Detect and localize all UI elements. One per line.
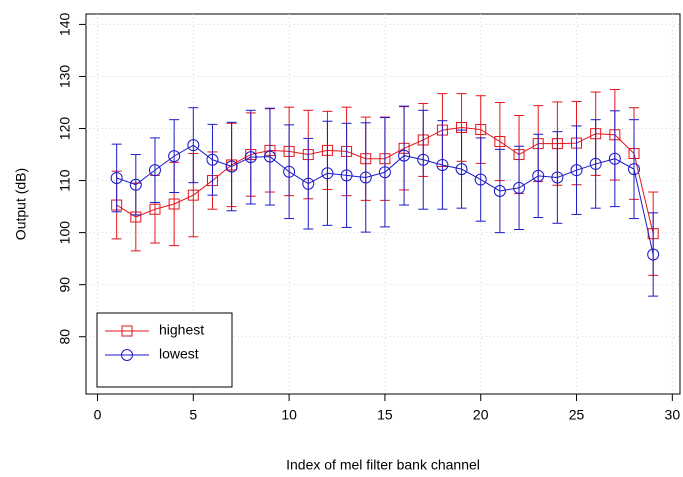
data-point [398,149,411,162]
data-point [474,173,487,186]
x-tick-label: 20 [473,407,489,423]
legend-label: highest [159,322,204,338]
data-point [494,136,506,148]
data-point [321,167,334,180]
x-tick-label: 0 [94,407,102,423]
data-point [493,184,506,197]
data-point [532,169,545,182]
series-line [116,144,654,255]
data-point [628,163,641,176]
plot-box [85,13,681,395]
data-point [225,160,238,173]
data-point [168,198,180,210]
data-point [378,166,391,179]
x-tick-label: 25 [569,407,585,423]
data-point [551,171,564,184]
data-point [513,181,526,194]
data-point [475,124,487,136]
data-point [187,139,200,152]
data-point [608,152,621,165]
y-tick-label: 110 [57,169,73,192]
y-tick-label: 80 [57,329,73,345]
data-point [436,158,449,171]
y-tick-label: 120 [57,117,73,141]
legend-marker [121,349,133,361]
data-point [129,178,142,191]
x-axis-title: Index of mel filter bank channel [286,457,480,473]
error-bar [648,212,659,297]
data-point [168,150,181,163]
legend-label: lowest [159,346,199,362]
x-tick-label: 30 [665,407,681,423]
data-point [149,203,161,215]
data-point [589,157,602,170]
data-point [187,189,199,201]
legend-box [96,312,233,388]
data-point [263,150,276,163]
data-point [417,153,430,166]
x-tick-label: 10 [281,407,297,423]
y-tick-label: 130 [57,65,73,89]
y-axis-title: Output (dB) [13,168,29,240]
data-point [647,248,660,261]
legend-marker [121,325,133,337]
data-point [302,177,315,190]
y-tick-label: 90 [57,277,73,293]
data-point [359,171,372,184]
data-point [110,171,123,184]
data-point [455,163,468,176]
data-point [148,164,161,177]
y-tick-label: 100 [57,221,73,245]
x-tick-label: 15 [377,407,393,423]
data-point [283,165,296,178]
y-tick-label: 140 [57,13,73,37]
x-tick-label: 5 [189,407,197,423]
data-point [340,169,353,182]
data-point [244,151,257,164]
data-point [570,164,583,177]
data-point [206,153,219,166]
